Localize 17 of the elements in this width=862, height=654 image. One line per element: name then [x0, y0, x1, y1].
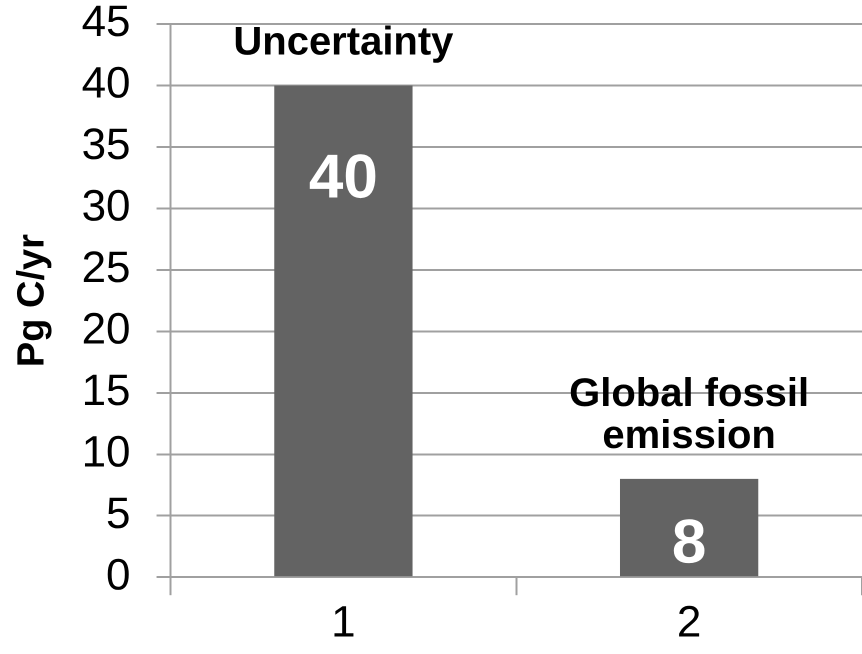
- y-tick-label: 15: [82, 366, 131, 415]
- y-tick-label: 20: [82, 304, 131, 354]
- annotation: Uncertainty: [233, 20, 454, 64]
- y-tick-label: 45: [82, 0, 131, 46]
- y-tick-label: 0: [106, 550, 131, 600]
- annotation: Global fossil emission: [569, 370, 810, 457]
- y-tick-label: 40: [82, 58, 131, 108]
- y-tick-label: 35: [82, 120, 131, 170]
- y-tick-label: 10: [82, 427, 131, 476]
- x-tick-label: 2: [676, 598, 702, 647]
- y-tick-label: 25: [82, 243, 131, 292]
- x-tick-label: 1: [331, 598, 356, 647]
- y-tick-label: 30: [82, 182, 131, 231]
- data-label: 40: [308, 142, 378, 212]
- y-axis-title: Pg C/yr: [10, 234, 52, 368]
- y-tick-label: 5: [106, 488, 131, 538]
- data-label: 8: [672, 508, 706, 577]
